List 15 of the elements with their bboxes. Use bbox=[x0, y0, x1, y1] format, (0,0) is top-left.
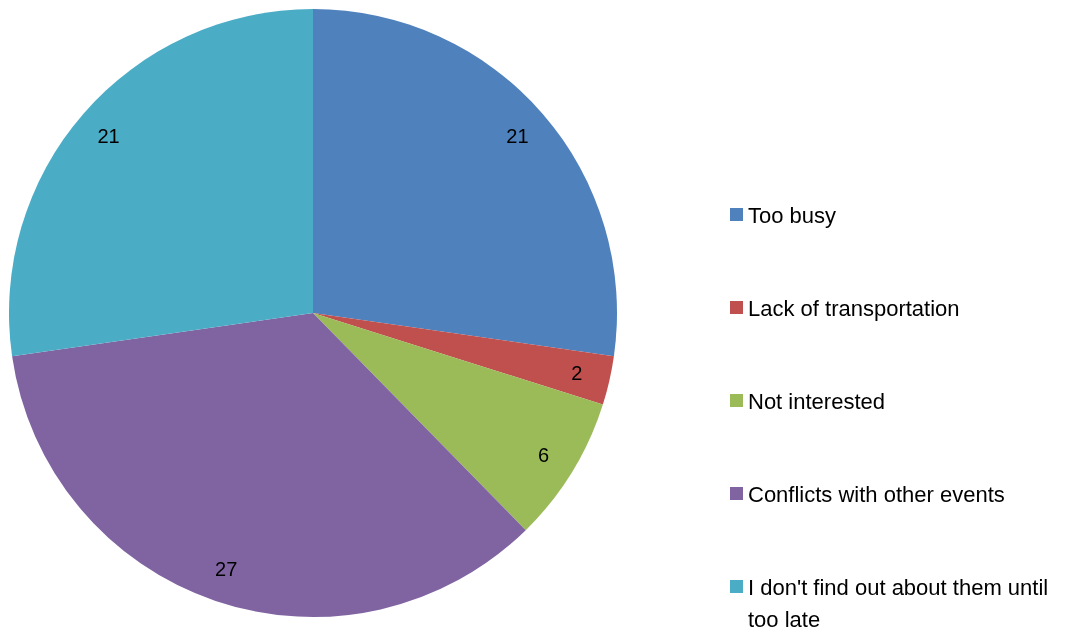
data-label: 21 bbox=[97, 124, 120, 147]
legend-label: Conflicts with other events bbox=[748, 481, 1005, 507]
legend-label: Too busy bbox=[748, 202, 837, 228]
pie-slice bbox=[12, 313, 526, 617]
pie-slice bbox=[313, 9, 617, 357]
legend-label: Not interested bbox=[748, 388, 885, 414]
pie-slice bbox=[313, 313, 614, 405]
data-label: 2 bbox=[571, 362, 583, 385]
legend-label: Lack of transportation bbox=[748, 295, 960, 321]
legend-label: I don't find out about them until too late bbox=[748, 574, 1049, 632]
pie-slice bbox=[9, 9, 313, 357]
data-label: 21 bbox=[506, 124, 529, 147]
pie-slice bbox=[313, 313, 603, 531]
data-label: 6 bbox=[537, 443, 550, 466]
data-label: 27 bbox=[215, 558, 238, 581]
